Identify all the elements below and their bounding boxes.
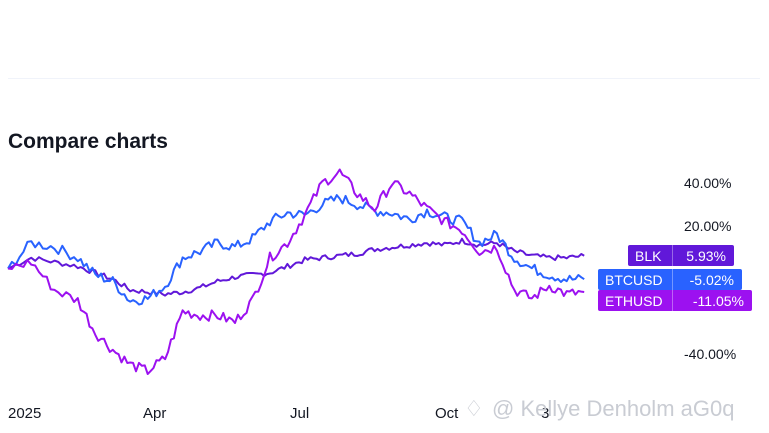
y-axis-ticks: 40.00% 20.00% -40.00% bbox=[684, 175, 736, 362]
x-tick-label: 2025 bbox=[8, 405, 41, 422]
y-tick-label: 40.00% bbox=[684, 175, 731, 191]
series-tags: BLK 5.93% BTCUSD -5.02% ETHUSD -11.05% bbox=[598, 245, 752, 311]
x-axis-ticks: 2025 Apr Jul Oct 3 bbox=[8, 405, 549, 422]
tag-btcusd: BTCUSD -5.02% bbox=[598, 269, 742, 290]
y-tick-label: 20.00% bbox=[684, 218, 731, 234]
x-tick-label: Apr bbox=[143, 405, 166, 422]
tag-name: BLK bbox=[635, 248, 662, 264]
series-line-blk bbox=[7, 237, 585, 297]
tag-name: BTCUSD bbox=[605, 272, 663, 288]
watermark-icon: ♢ bbox=[464, 396, 484, 421]
y-tick-label: -40.00% bbox=[684, 346, 736, 362]
tag-name: ETHUSD bbox=[605, 293, 663, 309]
series-lines bbox=[7, 168, 585, 375]
series-line-ethusd bbox=[7, 168, 585, 375]
x-tick-label: 3 bbox=[541, 405, 549, 422]
x-tick-label: Jul bbox=[290, 405, 309, 422]
watermark-text: @ Kellye Denholm aG0q bbox=[492, 396, 734, 421]
tag-value: -5.02% bbox=[690, 272, 734, 288]
series-line-btcusd bbox=[7, 194, 585, 306]
tag-blk: BLK 5.93% bbox=[628, 245, 734, 266]
tag-value: 5.93% bbox=[686, 248, 726, 264]
tag-value: -11.05% bbox=[693, 293, 744, 309]
page-title: Compare charts bbox=[8, 130, 168, 153]
header-divider bbox=[8, 78, 760, 79]
tag-ethusd: ETHUSD -11.05% bbox=[598, 290, 752, 311]
x-tick-label: Oct bbox=[435, 405, 459, 422]
